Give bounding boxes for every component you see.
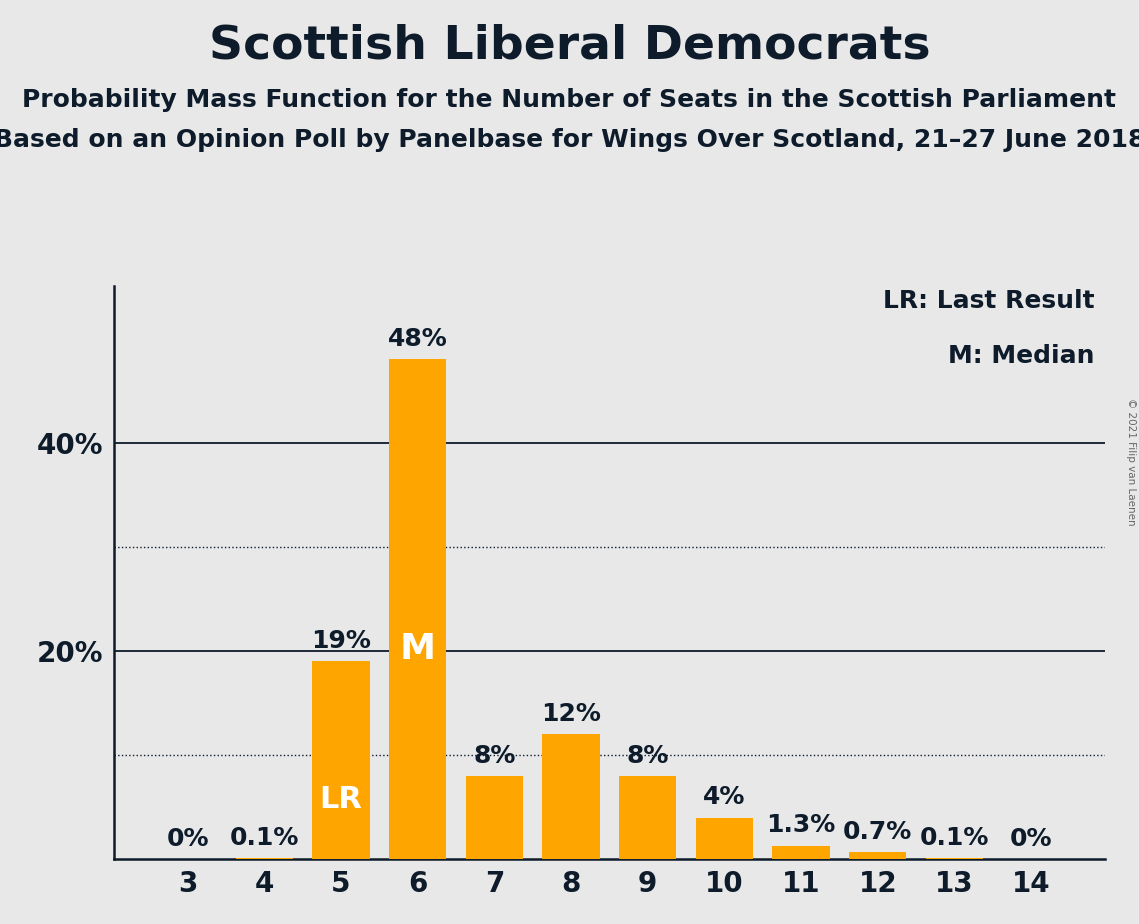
Text: 0.1%: 0.1% bbox=[230, 826, 300, 850]
Bar bbox=[696, 818, 753, 859]
Text: LR: LR bbox=[320, 785, 362, 814]
Text: 19%: 19% bbox=[311, 629, 371, 653]
Bar bbox=[618, 776, 677, 859]
Text: Probability Mass Function for the Number of Seats in the Scottish Parliament: Probability Mass Function for the Number… bbox=[23, 88, 1116, 112]
Text: M: Median: M: Median bbox=[949, 344, 1095, 368]
Text: M: M bbox=[400, 632, 436, 666]
Text: 0%: 0% bbox=[166, 827, 208, 851]
Text: 0.1%: 0.1% bbox=[919, 826, 989, 850]
Bar bbox=[849, 852, 907, 859]
Text: 48%: 48% bbox=[387, 327, 448, 351]
Text: LR: Last Result: LR: Last Result bbox=[884, 289, 1095, 313]
Text: 8%: 8% bbox=[626, 744, 669, 768]
Text: Based on an Opinion Poll by Panelbase for Wings Over Scotland, 21–27 June 2018: Based on an Opinion Poll by Panelbase fo… bbox=[0, 128, 1139, 152]
Bar bbox=[542, 735, 600, 859]
Text: 8%: 8% bbox=[473, 744, 516, 768]
Text: © 2021 Filip van Laenen: © 2021 Filip van Laenen bbox=[1126, 398, 1136, 526]
Text: 0%: 0% bbox=[1010, 827, 1052, 851]
Bar bbox=[312, 662, 370, 859]
Text: 0.7%: 0.7% bbox=[843, 820, 912, 844]
Bar bbox=[926, 858, 983, 859]
Text: 4%: 4% bbox=[703, 785, 746, 809]
Bar bbox=[466, 776, 523, 859]
Bar bbox=[236, 858, 293, 859]
Text: Scottish Liberal Democrats: Scottish Liberal Democrats bbox=[208, 23, 931, 68]
Text: 12%: 12% bbox=[541, 702, 601, 726]
Text: 1.3%: 1.3% bbox=[767, 813, 836, 837]
Bar bbox=[388, 359, 446, 859]
Bar bbox=[772, 845, 830, 859]
